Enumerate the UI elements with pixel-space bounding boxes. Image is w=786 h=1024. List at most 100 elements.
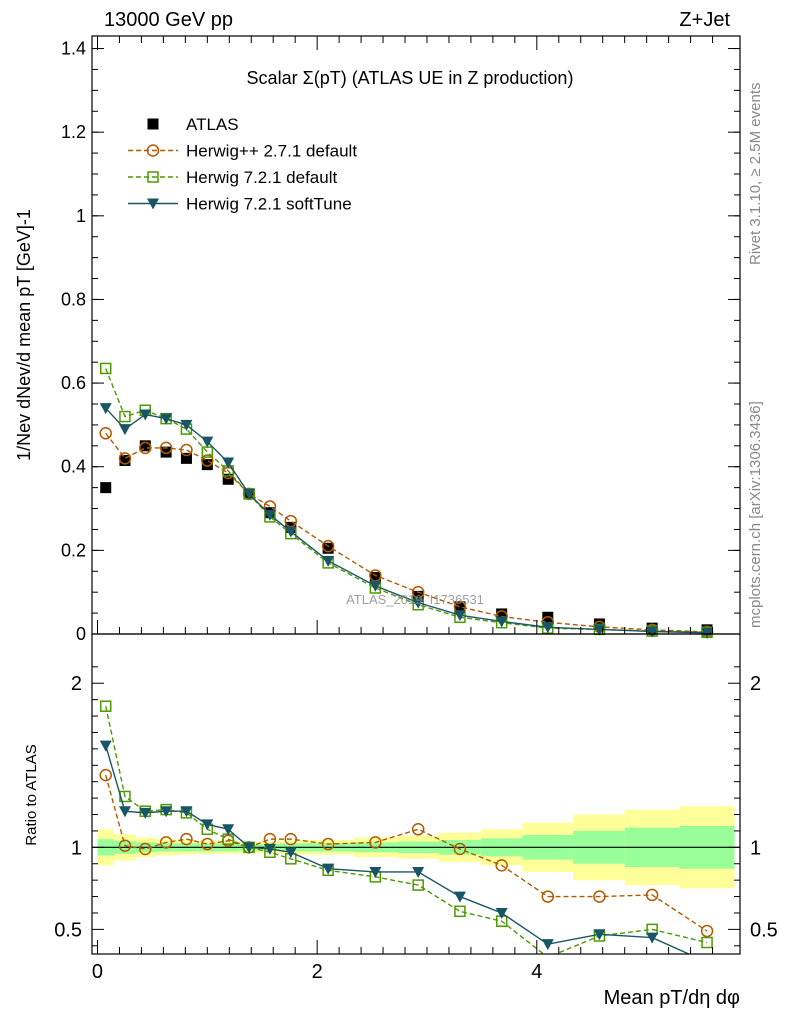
ratio-point — [700, 924, 714, 938]
data-point — [453, 610, 466, 622]
data-point — [646, 626, 659, 638]
ratio-y-axis-label: Ratio to ATLAS — [23, 744, 40, 845]
data-point — [322, 555, 335, 567]
data-point — [139, 440, 151, 452]
x-ticks: 0 2 4 — [92, 36, 714, 983]
mcplots-label: mcplots.cern.ch [arXiv:1306.3436] — [747, 401, 764, 628]
data-point — [160, 413, 173, 425]
ratio-point — [139, 807, 152, 819]
ratio-point — [495, 907, 508, 919]
ratio-point — [411, 823, 425, 836]
data-point — [263, 509, 276, 521]
data-point — [119, 454, 131, 466]
data-point — [180, 419, 193, 431]
ratio-point — [453, 842, 467, 856]
main-y-tick-label: 0.2 — [61, 540, 86, 560]
ratio-point — [160, 806, 173, 818]
data-point — [222, 457, 235, 469]
ratio-y-tick-label: 2 — [71, 673, 82, 695]
series-line — [105, 432, 708, 633]
data-point — [180, 443, 193, 457]
legend-label: ATLAS — [186, 115, 239, 134]
legend-marker — [146, 144, 160, 157]
ratio-marks — [99, 700, 714, 954]
ratio-point — [454, 905, 466, 918]
x-axis-label: Mean pT/dη dφ — [604, 987, 740, 1009]
data-point — [100, 482, 112, 494]
ratio-y-tick-label-right: 0.5 — [750, 919, 778, 941]
ratio-point — [495, 859, 508, 872]
header-left: 13000 GeV pp — [104, 9, 233, 31]
x-tick-label: 4 — [531, 961, 542, 983]
ratio-point — [201, 837, 214, 851]
ratio-point — [369, 866, 382, 878]
main-y-tick-label: 0.6 — [61, 373, 86, 393]
main-panel: 0 0.2 0.4 0.6 0.8 1 1.2 1.4 Scalar Σ(pT) (ATLAS… — [14, 35, 741, 644]
data-point — [321, 539, 335, 553]
main-y-tick-label: 1 — [76, 206, 86, 226]
legend-label: Herwig++ 2.7.1 default — [186, 142, 357, 161]
main-y-tick-label: 1.2 — [61, 122, 86, 142]
ratio-y-tick-label: 0.5 — [54, 919, 82, 941]
ratio-point — [222, 824, 235, 836]
ratio-point — [412, 879, 424, 891]
ratio-point — [541, 890, 555, 903]
ratio-point — [180, 832, 193, 846]
ratio-point — [593, 929, 606, 941]
data-point — [118, 424, 131, 436]
ratio-point — [284, 847, 297, 859]
ratio-point — [243, 842, 256, 854]
ratio-point — [284, 832, 298, 846]
ratio-point — [321, 837, 335, 851]
ratio-point — [593, 890, 606, 903]
main-y-tick-label: 0.4 — [61, 457, 86, 477]
legend-label: Herwig 7.2.1 softTune — [186, 195, 352, 214]
analysis-watermark: ATLAS_2019_I1736531 — [346, 592, 484, 607]
ratio-point — [139, 842, 152, 856]
data-point — [159, 441, 173, 455]
data-point — [369, 580, 382, 592]
ratio-series-herwig-7-2-1-softtune — [99, 740, 691, 954]
data-point — [201, 454, 214, 467]
ratio-point — [118, 806, 131, 818]
data-point — [412, 597, 425, 609]
data-point — [495, 616, 508, 628]
rivet-label: Rivet 3.1.10, ≥ 2.5M events — [747, 83, 764, 266]
data-point — [496, 608, 508, 620]
main-y-ticks: 0 0.2 0.4 0.6 0.8 1 1.2 1.4 — [61, 39, 740, 644]
ratio-y-tick-label: 1 — [71, 837, 82, 859]
series-herwig-7-2-1-softtune — [99, 403, 714, 639]
main-y-tick-label: 0 — [76, 624, 86, 644]
ratio-point — [646, 932, 659, 944]
ratio-y-tick-label-right: 2 — [750, 673, 761, 695]
legend-label: Herwig 7.2.1 default — [186, 168, 337, 187]
ratio-point — [701, 936, 713, 949]
data-point — [99, 403, 112, 415]
ratio-point — [99, 700, 112, 712]
data-point — [139, 409, 152, 421]
series-herwig-2-7-1-default — [99, 427, 714, 639]
ratio-panel: 0.5 0.5 1 1 2 2 0 2 4 Ratio to ATLAS Mean pT/dη… — [23, 36, 778, 1009]
ratio-point — [99, 740, 112, 752]
main-y-axis-label: 1/Nev dNev/d mean pT [GeV]-1 — [14, 209, 34, 461]
ratio-point — [645, 888, 659, 902]
data-point — [99, 362, 112, 375]
ratio-point — [201, 819, 214, 831]
ratio-series-line — [105, 774, 708, 932]
legend-marker — [147, 198, 159, 210]
ratio-point — [118, 839, 132, 852]
ratio-point — [180, 806, 193, 818]
data-point — [139, 441, 152, 455]
legend: ATLAS Herwig++ 2.7.1 default Herwig 7.2.1 … — [128, 115, 357, 214]
legend-marker — [147, 118, 159, 130]
data-point — [369, 572, 381, 584]
x-tick-label: 2 — [312, 961, 323, 983]
data-point — [118, 452, 132, 465]
ratio-point — [541, 939, 554, 951]
ratio-point — [263, 843, 276, 855]
ratio-point — [159, 836, 173, 849]
main-y-tick-label: 0.8 — [61, 289, 86, 309]
data-point — [284, 526, 297, 538]
header-right: Z+Jet — [679, 9, 730, 31]
